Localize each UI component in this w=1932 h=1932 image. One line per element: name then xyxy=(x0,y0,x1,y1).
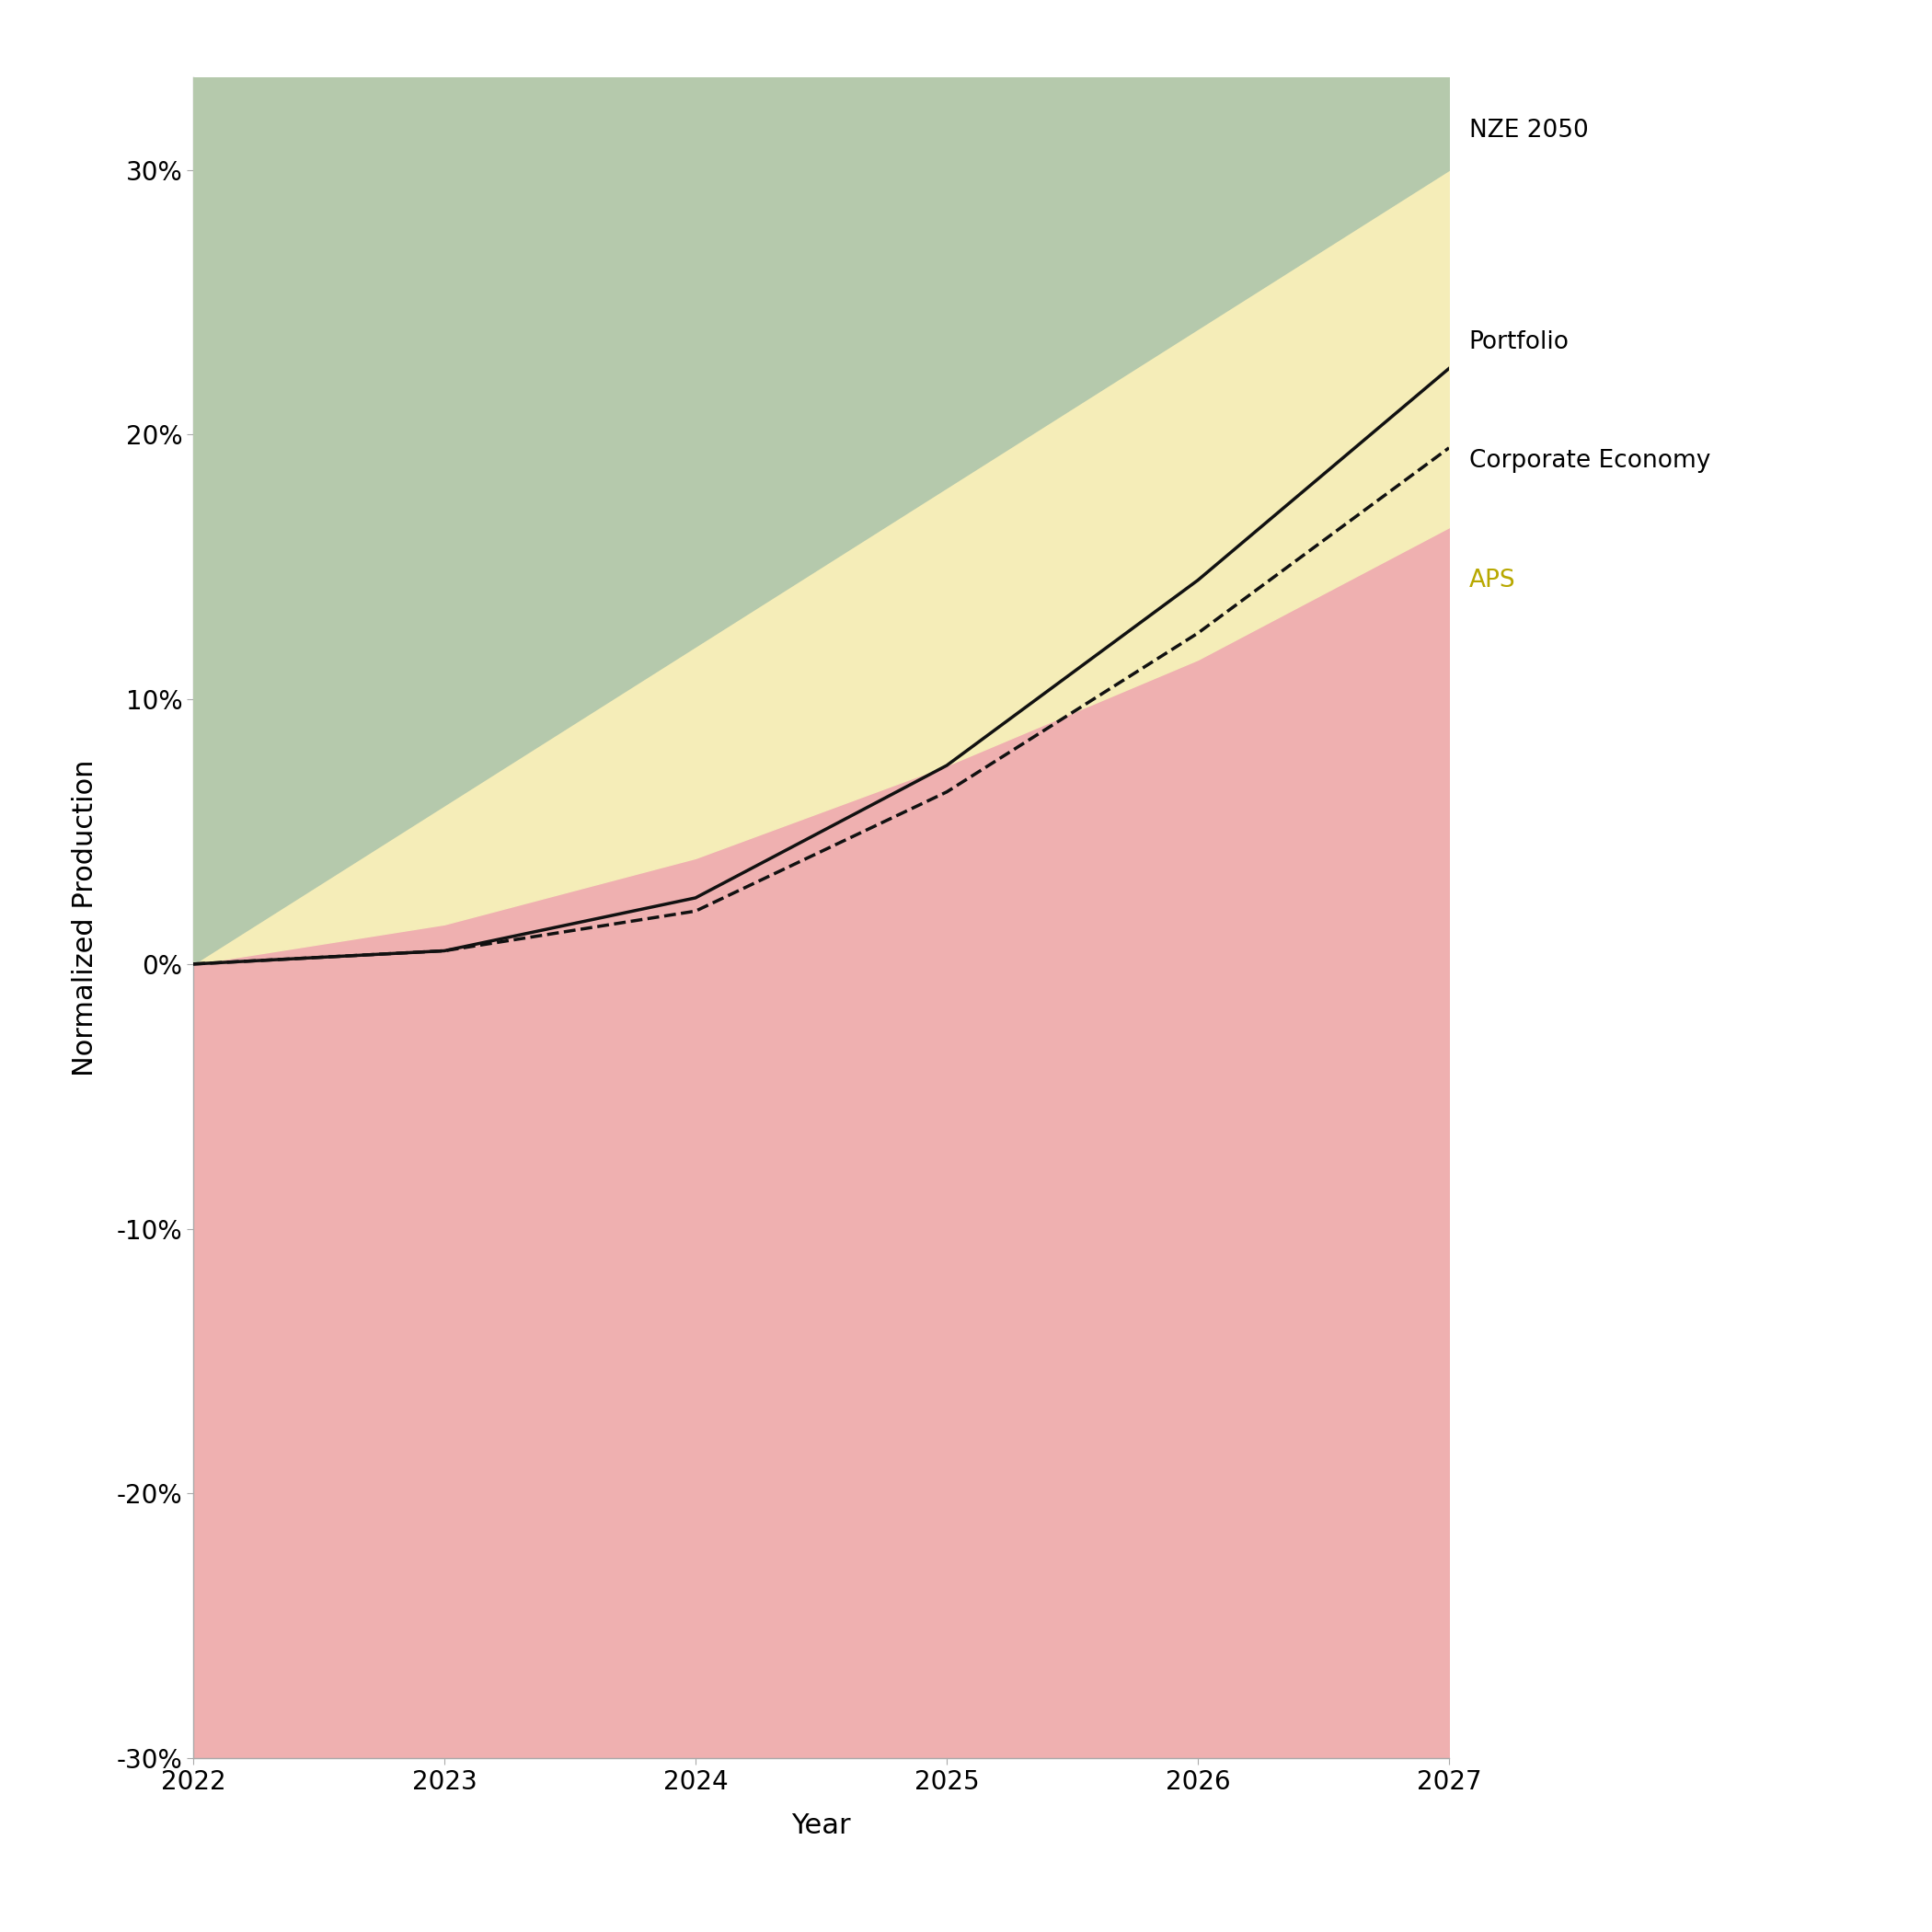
Text: NZE 2050: NZE 2050 xyxy=(1468,118,1588,143)
Text: Corporate Economy: Corporate Economy xyxy=(1468,448,1710,473)
Y-axis label: Normalized Production: Normalized Production xyxy=(71,759,99,1076)
X-axis label: Year: Year xyxy=(792,1812,850,1839)
Text: Portfolio: Portfolio xyxy=(1468,330,1569,354)
Text: APS: APS xyxy=(1468,568,1517,593)
